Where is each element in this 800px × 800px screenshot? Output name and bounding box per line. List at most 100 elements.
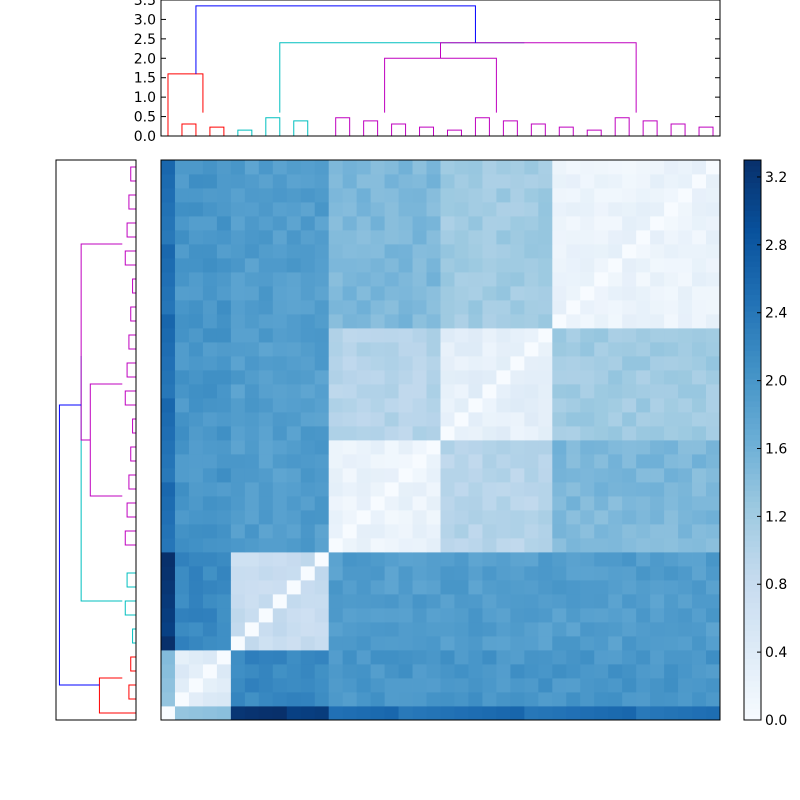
heatmap-cell (636, 664, 651, 679)
heatmap-cell (161, 524, 176, 539)
heatmap-cell (314, 608, 330, 623)
colorbar-segment (744, 283, 761, 290)
heatmap-cell (356, 580, 372, 595)
heatmap-cell (272, 650, 288, 665)
heatmap-cell (594, 594, 609, 609)
heatmap-cell (552, 636, 567, 651)
heatmap-cell (216, 566, 232, 581)
heatmap-cell (370, 328, 386, 343)
colorbar-segment (744, 361, 761, 368)
heatmap-cell (300, 244, 316, 259)
heatmap-cell (552, 230, 567, 245)
heatmap-cell (524, 216, 539, 231)
heatmap-cell (664, 384, 679, 399)
colorbar-segment (744, 288, 761, 295)
heatmap-cell (272, 244, 288, 259)
heatmap-cell (272, 454, 288, 469)
heatmap-cell (706, 636, 721, 651)
heatmap-cell (706, 356, 721, 371)
heatmap-cell (692, 580, 707, 595)
heatmap-cell (664, 594, 679, 609)
heatmap-cell (202, 622, 218, 637)
heatmap-cell (202, 188, 218, 203)
heatmap-cell (566, 566, 581, 581)
heatmap-cell (468, 328, 483, 343)
heatmap-cell (370, 566, 386, 581)
heatmap-cell (692, 342, 707, 357)
heatmap-cell (202, 580, 218, 595)
heatmap-cell (454, 370, 469, 385)
colorbar-segment (744, 518, 761, 525)
heatmap-cell (258, 510, 274, 525)
heatmap-cell (594, 202, 609, 217)
heatmap-cell (678, 510, 693, 525)
heatmap-cell (426, 636, 441, 651)
heatmap-cell (412, 664, 427, 679)
heatmap-cell (272, 664, 288, 679)
heatmap-cell (636, 160, 651, 175)
heatmap-cell (300, 370, 316, 385)
heatmap-cell (580, 202, 595, 217)
heatmap-cell (356, 594, 372, 609)
heatmap-cell (552, 552, 567, 567)
heatmap-cell (440, 496, 455, 511)
colorbar-segment (744, 462, 761, 469)
heatmap-cell (426, 664, 441, 679)
heatmap-cell (174, 426, 190, 441)
heatmap-cell (398, 314, 413, 329)
heatmap-cell (272, 160, 288, 175)
heatmap-cell (342, 580, 358, 595)
heatmap-cell (412, 244, 427, 259)
heatmap-cell (678, 706, 693, 721)
heatmap-cell (342, 650, 358, 665)
heatmap-cell (510, 160, 525, 175)
heatmap-cell (678, 300, 693, 315)
heatmap-cell (664, 622, 679, 637)
heatmap-cell (356, 356, 372, 371)
colorbar-segment (744, 512, 761, 519)
heatmap-cell (636, 230, 651, 245)
heatmap-cell (440, 244, 455, 259)
heatmap-cell (230, 202, 246, 217)
heatmap-cell (664, 538, 679, 553)
heatmap-cell (636, 650, 651, 665)
heatmap-cell (608, 286, 623, 301)
heatmap-cell (426, 174, 441, 189)
heatmap-cell (356, 188, 372, 203)
heatmap-cell (412, 230, 427, 245)
heatmap-cell (161, 706, 176, 721)
heatmap-cell (244, 468, 260, 483)
colorbar-segment (744, 451, 761, 458)
dendrogram-link (530, 123, 546, 136)
heatmap-cell (510, 566, 525, 581)
heatmap-cell (370, 300, 386, 315)
heatmap-cell (538, 258, 553, 273)
heatmap-cell (174, 370, 190, 385)
heatmap-cell (636, 622, 651, 637)
heatmap-cell (692, 510, 707, 525)
heatmap-cell (342, 692, 358, 707)
heatmap-cell (510, 244, 525, 259)
heatmap-cell (552, 174, 567, 189)
heatmap-cell (426, 510, 441, 525)
heatmap-cell (258, 426, 274, 441)
heatmap-cell (566, 300, 581, 315)
heatmap-cell (356, 258, 372, 273)
heatmap-cell (202, 636, 218, 651)
heatmap-cell (328, 594, 344, 609)
heatmap-cell (468, 580, 483, 595)
heatmap-cell (426, 398, 441, 413)
heatmap-cell (258, 174, 274, 189)
heatmap-cell (258, 454, 274, 469)
heatmap-cell (538, 706, 553, 721)
heatmap-cell (496, 412, 511, 427)
heatmap-cell (468, 692, 483, 707)
heatmap-cell (258, 524, 274, 539)
heatmap-cell (356, 496, 372, 511)
heatmap-cell (202, 202, 218, 217)
heatmap-cell (314, 580, 330, 595)
heatmap-cell (692, 258, 707, 273)
heatmap-cell (692, 552, 707, 567)
heatmap-cell (608, 356, 623, 371)
heatmap-cell (552, 482, 567, 497)
